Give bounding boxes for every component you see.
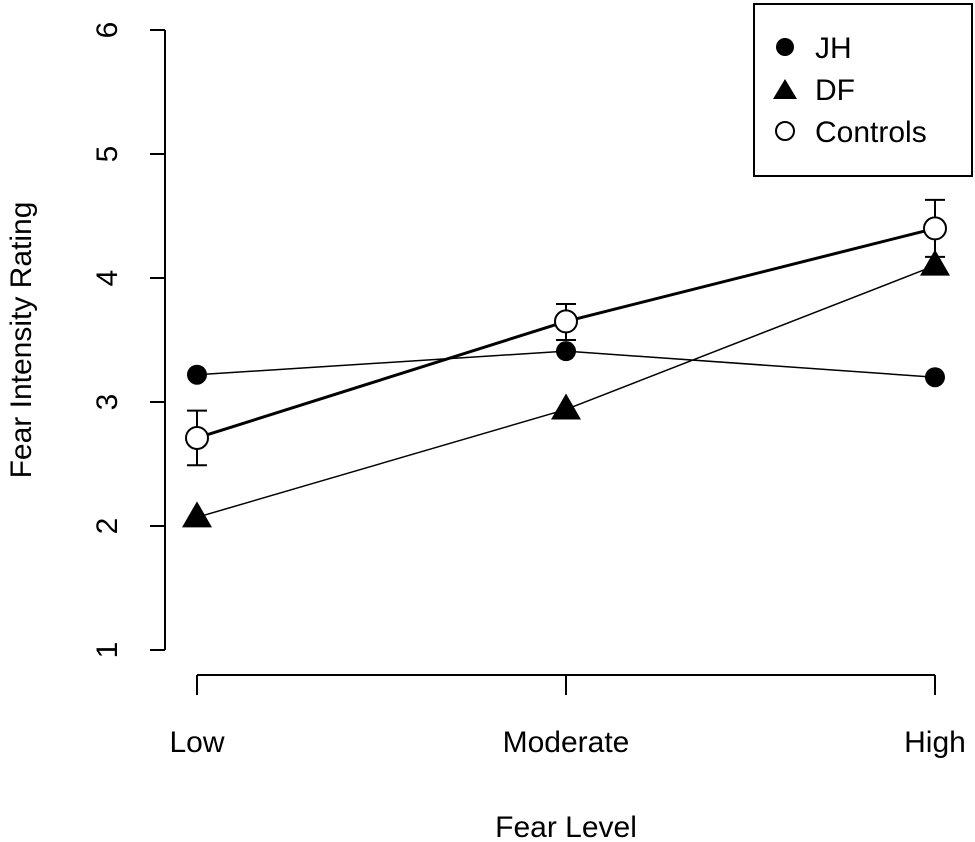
legend-df-label: DF [815, 74, 855, 107]
data-point-df [920, 249, 950, 276]
x-tick-label: Moderate [503, 726, 630, 759]
data-point-controls [185, 425, 209, 450]
y-tick-label: 1 [91, 642, 124, 659]
series-jh [187, 341, 945, 388]
legend-df-marker [773, 79, 797, 99]
y-axis-ticks: 1 2 3 4 5 6 [91, 22, 165, 659]
series-df [182, 249, 950, 528]
x-tick-label: High [904, 726, 966, 759]
y-tick-label: 6 [91, 22, 124, 39]
data-point-controls [923, 216, 947, 241]
series-layer [182, 198, 950, 528]
x-tick-label: Low [169, 726, 224, 759]
data-point-jh [556, 341, 576, 362]
data-point-jh [187, 364, 207, 385]
data-point-controls [554, 309, 578, 334]
y-tick-label: 5 [91, 146, 124, 163]
data-point-jh [925, 367, 945, 388]
legend-jh-label: JH [815, 32, 852, 65]
y-tick-label: 4 [91, 270, 124, 287]
legend-controls-marker [775, 121, 795, 141]
legend-controls-label: Controls [815, 116, 927, 149]
legend: JH DF Controls [753, 3, 973, 177]
y-tick-label: 2 [91, 518, 124, 535]
y-axis-title: Fear Intensity Rating [5, 202, 38, 479]
x-axis-ticks: Low Moderate High [169, 675, 966, 759]
y-tick-label: 3 [91, 394, 124, 411]
data-point-df [551, 393, 581, 420]
data-point-df [182, 501, 212, 528]
x-axis-title: Fear Level [495, 811, 637, 842]
series-controls [185, 198, 947, 467]
legend-jh-marker [776, 38, 794, 56]
